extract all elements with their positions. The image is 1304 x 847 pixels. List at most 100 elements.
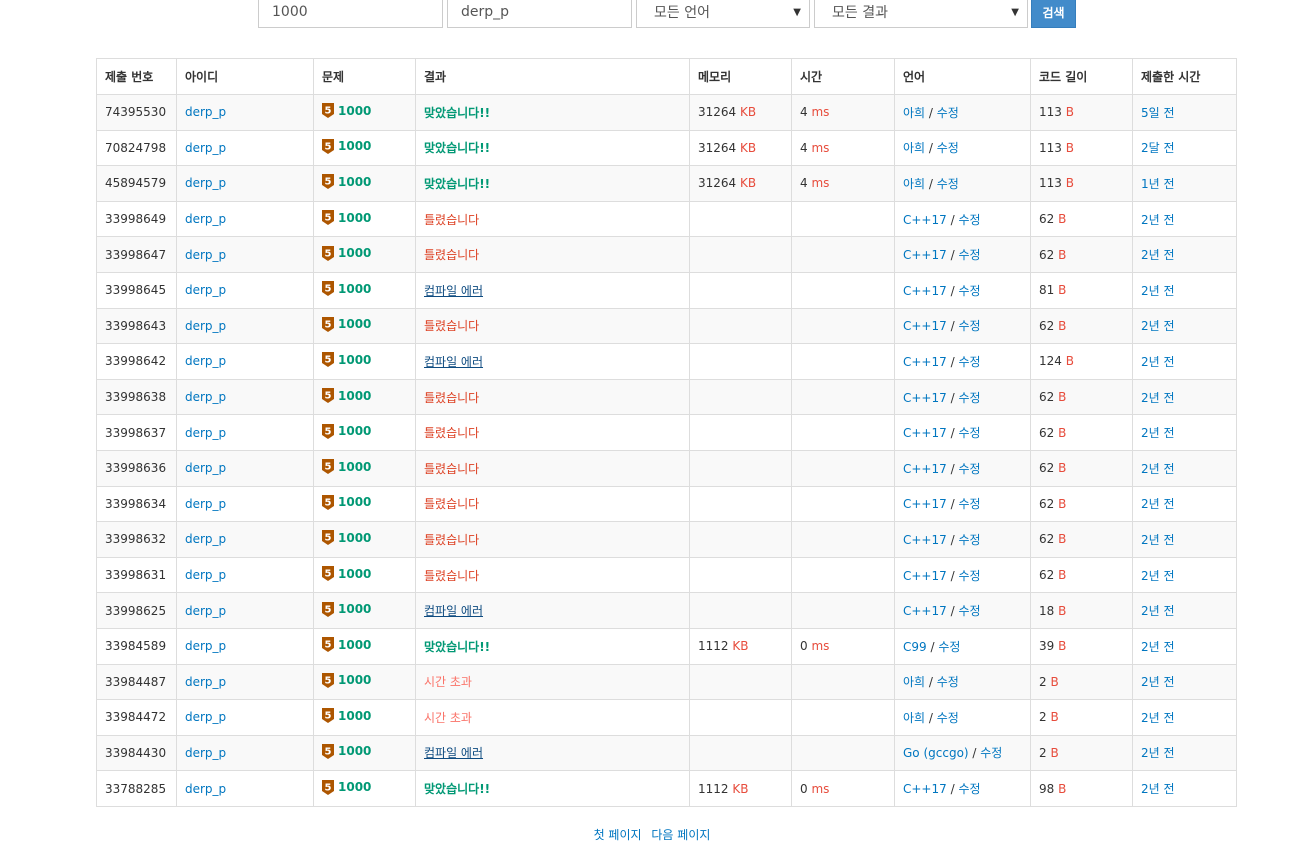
user-link[interactable]: derp_p — [185, 176, 227, 191]
language-link[interactable]: 아희 — [903, 710, 926, 725]
submitted-time-link[interactable]: 2년 전 — [1141, 497, 1175, 512]
problem-link[interactable]: 5 1000 — [322, 459, 371, 475]
submitted-time-link[interactable]: 2년 전 — [1141, 354, 1175, 369]
language-link[interactable]: C++17 — [903, 461, 947, 476]
language-link[interactable]: 아희 — [903, 176, 926, 191]
user-link[interactable]: derp_p — [185, 674, 227, 689]
submitted-time-link[interactable]: 2년 전 — [1141, 532, 1175, 547]
next-page-link[interactable]: 다음 페이지 — [651, 828, 711, 842]
submitted-time-link[interactable]: 2년 전 — [1141, 746, 1175, 761]
user-link[interactable]: derp_p — [185, 283, 227, 298]
language-link[interactable]: C++17 — [903, 782, 947, 797]
language-link[interactable]: C++17 — [903, 390, 947, 405]
language-link[interactable]: Go (gccgo) — [903, 746, 969, 761]
problem-link[interactable]: 5 1000 — [322, 494, 371, 510]
submitted-time-link[interactable]: 2년 전 — [1141, 568, 1175, 583]
submitted-time-link[interactable]: 2년 전 — [1141, 710, 1175, 725]
user-id-input[interactable]: derp_p — [447, 0, 632, 28]
submitted-time-link[interactable]: 2년 전 — [1141, 319, 1175, 334]
problem-id-input[interactable]: 1000 — [258, 0, 443, 28]
user-link[interactable]: derp_p — [185, 532, 227, 547]
result-text[interactable]: 컴파일 에러 — [424, 746, 484, 761]
language-select[interactable]: 모든 언어 ▼ — [636, 0, 810, 28]
result-select[interactable]: 모든 결과 ▼ — [814, 0, 1028, 28]
problem-link[interactable]: 5 1000 — [322, 530, 371, 546]
submitted-time-link[interactable]: 2년 전 — [1141, 248, 1175, 263]
user-link[interactable]: derp_p — [185, 318, 227, 333]
language-link[interactable]: C++17 — [903, 212, 947, 227]
user-link[interactable]: derp_p — [185, 603, 227, 618]
language-link[interactable]: 아희 — [903, 675, 926, 690]
submitted-time-link[interactable]: 2년 전 — [1141, 782, 1175, 797]
edit-link[interactable]: 수정 — [958, 283, 981, 298]
user-link[interactable]: derp_p — [185, 354, 227, 369]
problem-link[interactable]: 5 1000 — [322, 174, 371, 190]
language-link[interactable]: C++17 — [903, 319, 947, 334]
submitted-time-link[interactable]: 2년 전 — [1141, 461, 1175, 476]
user-link[interactable]: derp_p — [185, 140, 227, 155]
problem-link[interactable]: 5 1000 — [322, 103, 371, 119]
user-link[interactable]: derp_p — [185, 568, 227, 583]
edit-link[interactable]: 수정 — [936, 675, 959, 690]
problem-link[interactable]: 5 1000 — [322, 672, 371, 688]
problem-link[interactable]: 5 1000 — [322, 138, 371, 154]
user-link[interactable]: derp_p — [185, 105, 227, 120]
user-link[interactable]: derp_p — [185, 781, 227, 796]
edit-link[interactable]: 수정 — [958, 604, 981, 619]
language-link[interactable]: C++17 — [903, 497, 947, 512]
problem-link[interactable]: 5 1000 — [322, 245, 371, 261]
submitted-time-link[interactable]: 2년 전 — [1141, 390, 1175, 405]
problem-link[interactable]: 5 1000 — [322, 708, 371, 724]
edit-link[interactable]: 수정 — [936, 141, 959, 156]
user-link[interactable]: derp_p — [185, 461, 227, 476]
edit-link[interactable]: 수정 — [958, 568, 981, 583]
problem-link[interactable]: 5 1000 — [322, 423, 371, 439]
submitted-time-link[interactable]: 2년 전 — [1141, 675, 1175, 690]
problem-link[interactable]: 5 1000 — [322, 281, 371, 297]
problem-link[interactable]: 5 1000 — [322, 779, 371, 795]
problem-link[interactable]: 5 1000 — [322, 566, 371, 582]
user-link[interactable]: derp_p — [185, 425, 227, 440]
problem-link[interactable]: 5 1000 — [322, 743, 371, 759]
submitted-time-link[interactable]: 2년 전 — [1141, 639, 1175, 654]
language-link[interactable]: C++17 — [903, 248, 947, 263]
problem-link[interactable]: 5 1000 — [322, 601, 371, 617]
edit-link[interactable]: 수정 — [958, 212, 981, 227]
user-link[interactable]: derp_p — [185, 710, 227, 725]
edit-link[interactable]: 수정 — [958, 248, 981, 263]
language-link[interactable]: C++17 — [903, 532, 947, 547]
language-link[interactable]: 아희 — [903, 141, 926, 156]
language-link[interactable]: C++17 — [903, 568, 947, 583]
result-text[interactable]: 컴파일 에러 — [424, 283, 484, 298]
user-link[interactable]: derp_p — [185, 212, 227, 227]
problem-link[interactable]: 5 1000 — [322, 637, 371, 653]
edit-link[interactable]: 수정 — [958, 426, 981, 441]
edit-link[interactable]: 수정 — [938, 639, 961, 654]
submitted-time-link[interactable]: 2년 전 — [1141, 283, 1175, 298]
language-link[interactable]: C++17 — [903, 426, 947, 441]
edit-link[interactable]: 수정 — [958, 319, 981, 334]
edit-link[interactable]: 수정 — [936, 176, 959, 191]
first-page-link[interactable]: 첫 페이지 — [593, 828, 642, 842]
problem-link[interactable]: 5 1000 — [322, 316, 371, 332]
result-text[interactable]: 컴파일 에러 — [424, 354, 484, 369]
edit-link[interactable]: 수정 — [958, 390, 981, 405]
user-link[interactable]: derp_p — [185, 496, 227, 511]
user-link[interactable]: derp_p — [185, 247, 227, 262]
submitted-time-link[interactable]: 1년 전 — [1141, 176, 1175, 191]
problem-link[interactable]: 5 1000 — [322, 210, 371, 226]
language-link[interactable]: C++17 — [903, 604, 947, 619]
edit-link[interactable]: 수정 — [958, 497, 981, 512]
user-link[interactable]: derp_p — [185, 390, 227, 405]
edit-link[interactable]: 수정 — [958, 782, 981, 797]
submitted-time-link[interactable]: 2달 전 — [1141, 141, 1175, 156]
edit-link[interactable]: 수정 — [958, 354, 981, 369]
submitted-time-link[interactable]: 2년 전 — [1141, 604, 1175, 619]
edit-link[interactable]: 수정 — [980, 746, 1003, 761]
user-link[interactable]: derp_p — [185, 639, 227, 654]
edit-link[interactable]: 수정 — [958, 461, 981, 476]
language-link[interactable]: C++17 — [903, 354, 947, 369]
edit-link[interactable]: 수정 — [936, 105, 959, 120]
submitted-time-link[interactable]: 5일 전 — [1141, 105, 1175, 120]
result-text[interactable]: 컴파일 에러 — [424, 604, 484, 619]
